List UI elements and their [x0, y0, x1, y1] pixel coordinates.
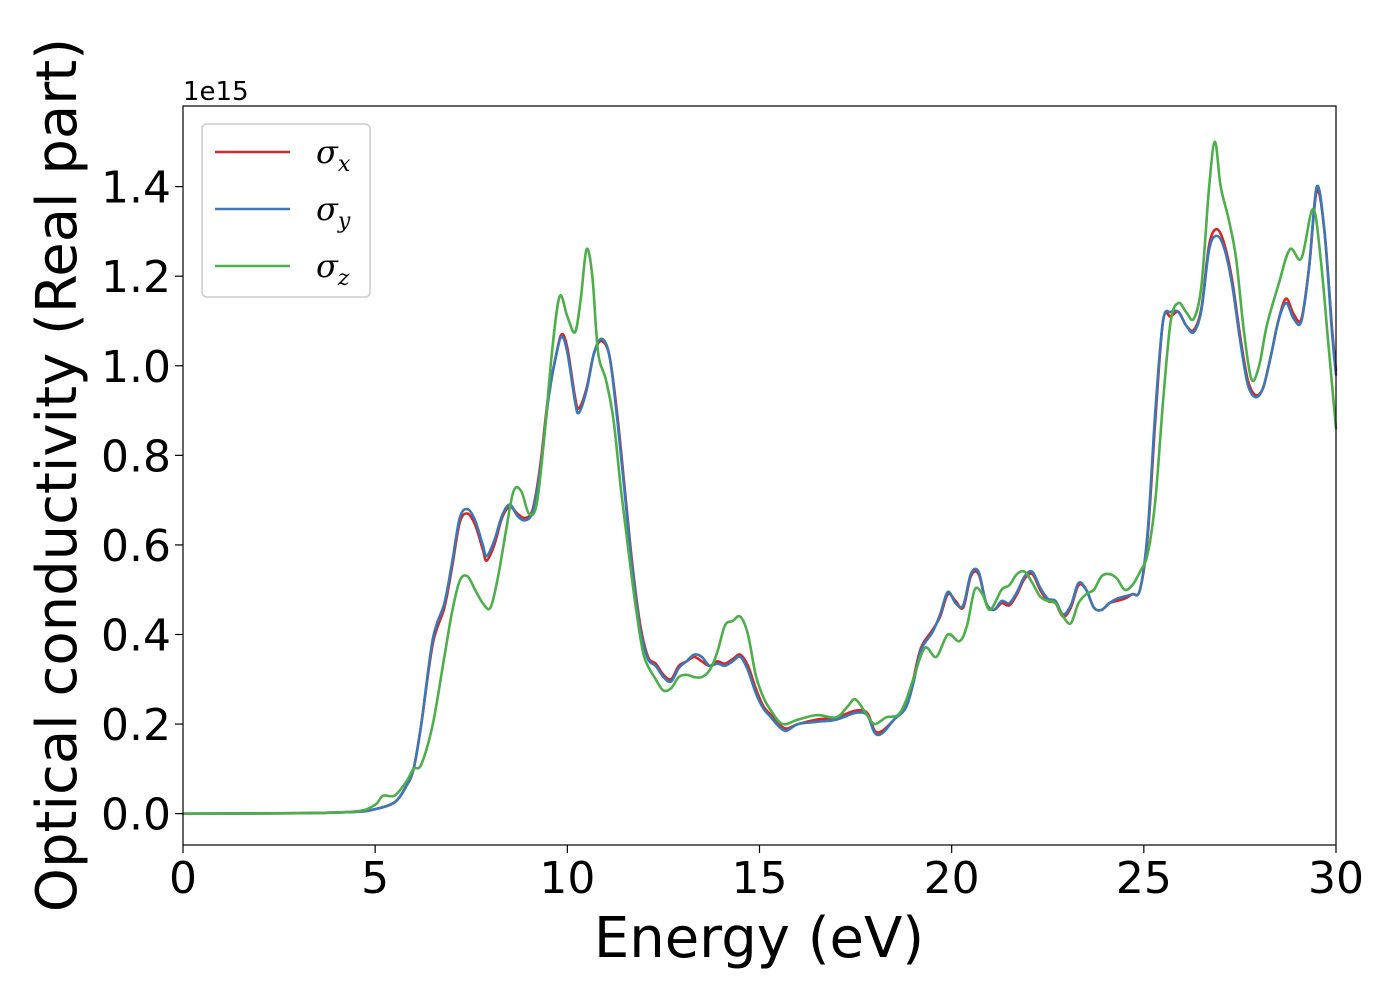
y-tick-label: 0.0	[101, 790, 171, 841]
y-tick-label: 0.6	[101, 521, 171, 572]
y-tick-label: 1.4	[101, 163, 171, 214]
series-line-sigma-z	[181, 140, 1338, 815]
x-tick-label: 15	[732, 853, 788, 904]
x-tick-label: 25	[1116, 853, 1172, 904]
y-tick-label: 1.2	[101, 252, 171, 303]
legend-label-sigma-x: σx	[316, 133, 351, 177]
x-tick-label: 10	[539, 853, 595, 904]
y-axis-ticks: 0.0 0.2 0.4 0.6 0.8 1.0 1.2 1.4	[101, 163, 183, 841]
legend: σx σy σz	[201, 123, 371, 298]
x-tick-label: 5	[361, 853, 389, 904]
legend-label-sigma-z: σz	[316, 247, 350, 291]
x-tick-label: 20	[924, 853, 980, 904]
x-axis-title: Energy (eV)	[594, 906, 924, 971]
y-tick-label: 1.0	[101, 342, 171, 393]
y-tick-label: 0.4	[101, 610, 171, 661]
y-axis-title: Optical conductivity (Real part)	[25, 38, 90, 912]
x-tick-label: 30	[1308, 853, 1364, 904]
y-offset-label: 1e15	[183, 77, 249, 107]
series-layer	[181, 140, 1338, 815]
x-tick-label: 0	[169, 853, 197, 904]
x-axis-ticks: 0 5 10 15 20 25 30	[169, 845, 1364, 904]
y-tick-label: 0.2	[101, 700, 171, 751]
y-tick-label: 0.8	[101, 431, 171, 482]
legend-frame	[201, 123, 371, 298]
legend-label-sigma-y: σy	[316, 190, 351, 234]
